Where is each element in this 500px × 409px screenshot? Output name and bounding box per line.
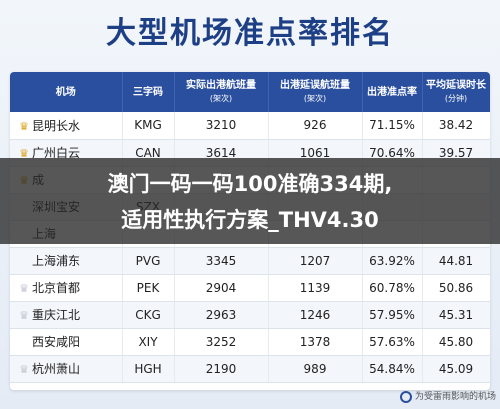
cell-flights: 3210 [174,112,269,140]
dim-crown-icon: ♛ [19,282,29,295]
cell-rate: 60.78% [362,274,423,302]
cell-rate: 71.15% [362,112,423,140]
airport-name: 昆明长水 [32,118,81,133]
cell-code: CKG [122,301,175,329]
cell-flights: 2963 [174,301,269,329]
cell-avg-delay: 38.42 [422,112,490,140]
table-row: ♛ 北京首都 PEK 2904 1139 60.78% 50.86 [10,274,490,302]
watermark-banner: 澳门一码一码100准确334期, 适用性执行方案_THV4.30 [0,158,500,244]
banner-line-2: 适用性执行方案_THV4.30 [121,208,379,232]
cell-rate: 63.92% [362,247,423,275]
cell-code: PVG [122,247,175,275]
airport-name: 西安咸阳 [32,335,81,349]
cell-delayed: 1139 [268,274,363,302]
cell-flights: 3345 [174,247,269,275]
cell-code: XIY [122,328,175,356]
col-header-airport: 机场 [10,72,123,112]
cell-flights: 3252 [174,328,269,356]
cell-rate: 57.95% [362,301,423,329]
airport-name: 上海浦东 [32,254,81,268]
cell-flights: 2190 [174,355,269,383]
col-header-avg-delay: 平均延误时长 (分钟) [422,72,490,112]
cell-airport: ♛ 重庆江北 [10,301,123,329]
cell-avg-delay: 45.80 [422,328,490,356]
table-header-row: 机场 三字码 实际出港航班量 (架次) 出港延误航班量 (架次) 出港准点率 平均延… [10,72,490,112]
table-row: ♛ 杭州萧山 HGH 2190 989 54.84% 45.09 [10,355,490,383]
cell-avg-delay: 50.86 [422,274,490,302]
cell-airport: 上海浦东 [10,247,123,275]
logo-icon [399,390,412,403]
footer-note: 为受雷雨影响的机场 [320,388,496,406]
cell-delayed: 926 [268,112,363,140]
cell-delayed: 1378 [268,328,363,356]
cell-rate: 57.63% [362,328,423,356]
cell-airport: 西安咸阳 [10,328,123,356]
cell-avg-delay: 45.09 [422,355,490,383]
cell-delayed: 1207 [268,247,363,275]
cell-rate: 54.84% [362,355,423,383]
footer-text: 为受雷雨影响的机场 [414,392,496,402]
col-header-rate: 出港准点率 [362,72,423,112]
col-header-delayed: 出港延误航班量 (架次) [268,72,363,112]
dim-crown-icon: ♛ [19,309,29,322]
crown-icon: ♛ [19,119,29,133]
col-header-code: 三字码 [122,72,175,112]
cell-airport: ♛ 昆明长水 [10,112,123,140]
table-row: 上海浦东 PVG 3345 1207 63.92% 44.81 [10,247,490,275]
table-row: 西安咸阳 XIY 3252 1378 57.63% 45.80 [10,328,490,356]
cell-code: KMG [122,112,175,140]
cell-code: PEK [122,274,175,302]
dim-crown-icon: ♛ [19,363,29,376]
airport-name: 杭州萧山 [32,362,81,376]
table-row: ♛ 昆明长水 KMG 3210 926 71.15% 38.42 [10,112,490,140]
cell-delayed: 989 [268,355,363,383]
cell-flights: 2904 [174,274,269,302]
cell-airport: ♛ 北京首都 [10,274,123,302]
banner-line-1: 澳门一码一码100准确334期, [107,172,393,196]
col-header-flights: 实际出港航班量 (架次) [174,72,269,112]
airport-name: 重庆江北 [32,308,81,322]
cell-avg-delay: 45.31 [422,301,490,329]
page-title: 大型机场准点率排名 [106,16,394,51]
cell-delayed: 1246 [268,301,363,329]
cell-code: HGH [122,355,175,383]
airport-name: 广州白云 [32,146,81,160]
cell-avg-delay: 44.81 [422,247,490,275]
airport-name: 北京首都 [32,281,81,295]
table-row: ♛ 重庆江北 CKG 2963 1246 57.95% 45.31 [10,301,490,329]
cell-airport: ♛ 杭州萧山 [10,355,123,383]
crown-icon: ♛ [19,147,29,160]
